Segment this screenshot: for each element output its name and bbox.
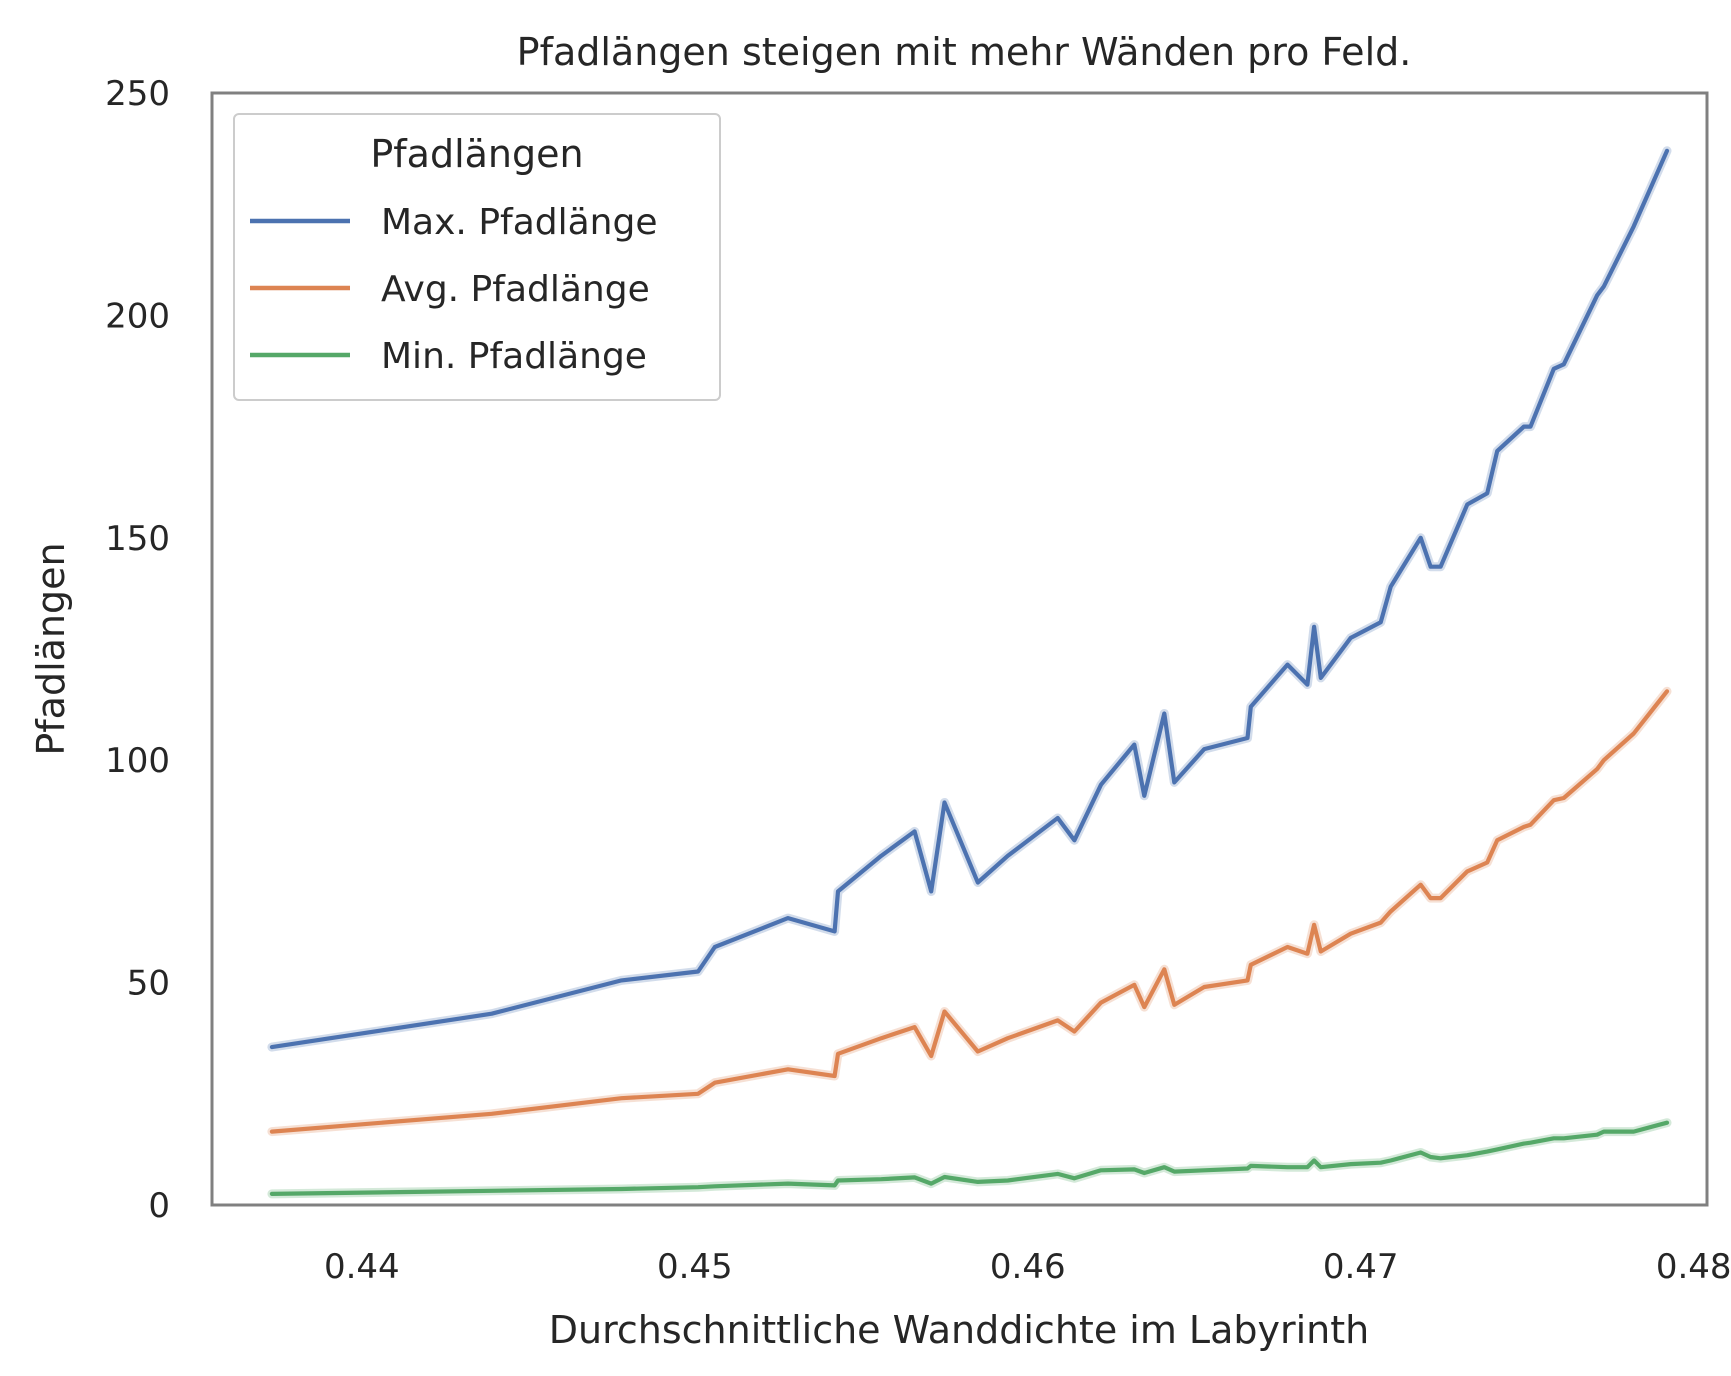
y-tick-labels: 0 50 100 150 200 250 [105,74,170,1226]
x-tick-label: 0.45 [657,1247,733,1287]
y-tick-label: 50 [127,964,170,1004]
legend-title: Pfadlängen [370,132,583,176]
x-tick-label: 0.48 [1656,1247,1731,1287]
x-tick-label: 0.47 [1323,1247,1399,1287]
y-tick-label: 0 [148,1186,170,1226]
x-tick-labels: 0.44 0.45 0.46 0.47 0.48 [324,1247,1731,1287]
y-tick-label: 100 [105,741,170,781]
x-axis-label: Durchschnittliche Wanddichte im Labyrint… [549,1308,1370,1352]
legend-box [233,113,721,401]
series-line [269,1120,1670,1196]
y-tick-label: 200 [105,296,170,336]
series-group [267,146,1672,1199]
x-tick-label: 0.44 [324,1247,400,1287]
series-band [267,686,1672,1137]
legend-label: Max. Pfadlänge [381,202,658,243]
series-line [269,689,1670,1134]
legend-label: Min. Pfadlänge [381,336,647,377]
series-line [269,148,1670,1050]
legend-entries: Max. Pfadlänge Avg. Pfadlänge Min. Pfadlän… [250,202,658,377]
x-tick-label: 0.46 [990,1247,1066,1287]
y-tick-label: 250 [105,74,170,114]
y-tick-label: 150 [105,519,170,559]
y-axis-label: Pfadlängen [29,542,73,755]
chart-title: Pfadlängen steigen mit mehr Wänden pro F… [517,30,1412,74]
plot-frame [210,91,1709,1207]
legend-label: Avg. Pfadlänge [381,269,650,310]
